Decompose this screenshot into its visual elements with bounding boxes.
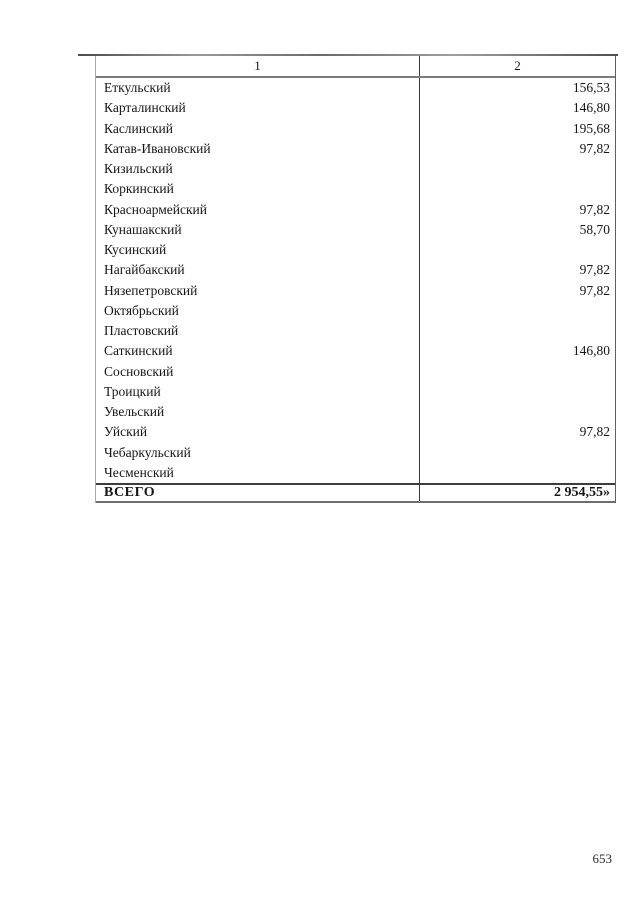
district-value-cell — [420, 179, 615, 199]
district-name-cell: Нагайбакский — [96, 260, 420, 281]
district-name-cell: Уйский — [96, 422, 420, 443]
table-row: Красноармейский 97,82 — [96, 199, 615, 220]
district-value-cell: 97,82 — [579, 424, 610, 440]
district-value-cell — [420, 321, 615, 341]
table-row: Кусинский — [96, 240, 615, 261]
total-label-cell: ВСЕГО — [96, 485, 420, 501]
table-top-rule — [78, 54, 618, 56]
district-name-cell: Пластовский — [96, 321, 420, 342]
table-row: Коркинский — [96, 179, 615, 200]
table-row: Троицкий — [96, 381, 615, 402]
district-name-cell: Кизильский — [96, 159, 420, 180]
table-row: Кизильский — [96, 159, 615, 180]
table-row: Саткинский 146,80 — [96, 341, 615, 362]
table-row: Катав-Ивановский 97,82 — [96, 138, 615, 159]
district-name-cell: Кунашакский — [96, 219, 420, 240]
district-name-cell: Кусинский — [96, 240, 420, 261]
table-row: Кунашакский 58,70 — [96, 219, 615, 240]
table-row: Чебаркульский — [96, 442, 615, 463]
district-name-cell: Красноармейский — [96, 199, 420, 220]
district-name-cell: Чебаркульский — [96, 442, 420, 463]
district-name-cell: Катав-Ивановский — [96, 138, 420, 159]
district-name-cell: Еткульский — [96, 78, 420, 99]
total-value-cell: 2 954,55» — [554, 485, 610, 500]
table-body: Еткульский 156,53 Карталинский 146,80 Ка… — [96, 78, 615, 483]
district-value-cell — [420, 301, 615, 321]
table-row: Нязепетровский 97,82 — [96, 280, 615, 301]
district-value-cell — [420, 362, 615, 382]
district-value-cell — [420, 240, 615, 260]
table-row: Карталинский 146,80 — [96, 98, 615, 119]
table-row: Увельский — [96, 402, 615, 423]
district-value-cell: 58,70 — [579, 221, 610, 237]
district-value-cell — [420, 463, 615, 483]
table-header-col2: 2 — [514, 58, 521, 73]
district-value-cell: 97,82 — [579, 140, 610, 156]
district-value-cell: 97,82 — [579, 262, 610, 278]
table-row: Октябрьский — [96, 300, 615, 321]
table-total-row: ВСЕГО 2 954,55» — [96, 483, 615, 503]
district-name-cell: Каслинский — [96, 118, 420, 139]
district-name-cell: Карталинский — [96, 98, 420, 119]
district-value-cell: 195,68 — [572, 120, 610, 136]
district-name-cell: Коркинский — [96, 179, 420, 200]
table-row: Каслинский 195,68 — [96, 118, 615, 139]
district-name-cell: Саткинский — [96, 341, 420, 362]
district-value-cell: 97,82 — [579, 201, 610, 217]
page-number: 653 — [592, 851, 613, 866]
table-header-row: 1 2 — [96, 56, 615, 78]
district-value-cell — [420, 443, 615, 463]
district-value-cell: 146,80 — [572, 343, 610, 359]
table-row: Пластовский — [96, 321, 615, 342]
district-value-cell: 97,82 — [579, 282, 610, 298]
district-name-cell: Троицкий — [96, 381, 420, 402]
district-value-cell — [420, 159, 615, 179]
table-row: Уйский 97,82 — [96, 422, 615, 443]
district-value-cell — [420, 402, 615, 422]
district-name-cell: Октябрьский — [96, 300, 420, 321]
district-name-cell: Сосновский — [96, 361, 420, 382]
district-name-cell: Чесменский — [96, 462, 420, 483]
district-value-cell: 156,53 — [572, 80, 610, 95]
table-header-col1: 1 — [96, 56, 420, 76]
district-value-cell: 146,80 — [572, 100, 610, 116]
table-row: Чесменский — [96, 462, 615, 483]
table-row: Нагайбакский 97,82 — [96, 260, 615, 281]
table-row: Еткульский 156,53 — [96, 78, 615, 99]
district-name-cell: Увельский — [96, 402, 420, 423]
table-row: Сосновский — [96, 361, 615, 382]
districts-table: 1 2 Еткульский 156,53 Карталинский 146,8… — [95, 56, 616, 503]
district-value-cell — [420, 382, 615, 402]
district-name-cell: Нязепетровский — [96, 280, 420, 301]
